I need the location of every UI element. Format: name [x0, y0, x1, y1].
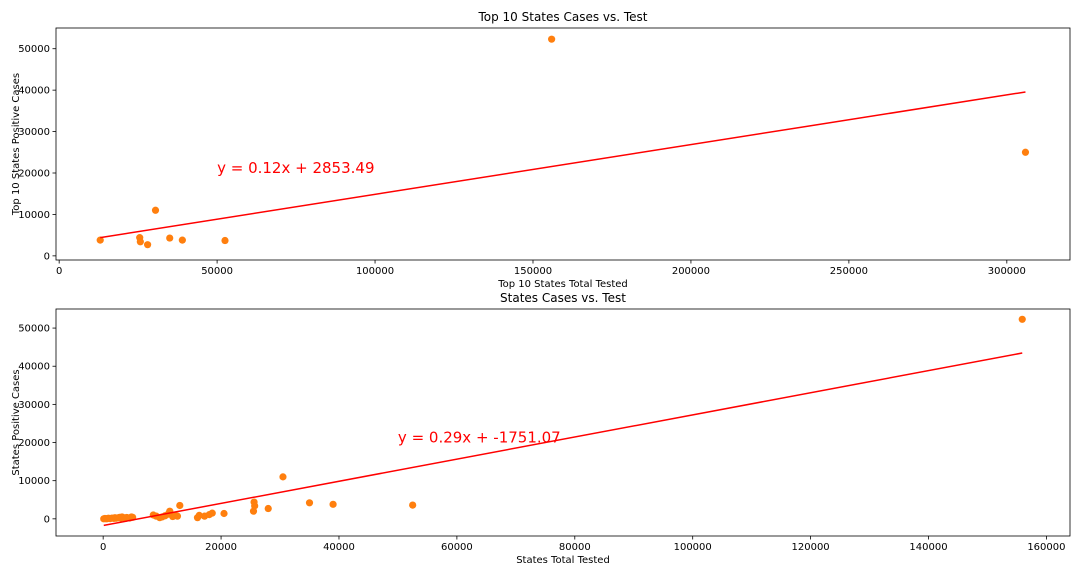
y-tick-label: 40000: [18, 362, 50, 373]
y-axis-label: States Positive Cases: [11, 369, 22, 475]
chart-title: Top 10 States Cases vs. Test: [477, 10, 647, 24]
x-axis-label: Top 10 States Total Tested: [497, 279, 628, 290]
y-tick-label: 10000: [18, 476, 50, 487]
x-tick-label: 20000: [205, 542, 237, 553]
x-tick-label: 100000: [674, 542, 712, 553]
y-tick-label: 50000: [18, 324, 50, 335]
y-tick-label: 50000: [18, 44, 50, 55]
scatter-point: [279, 473, 287, 481]
x-tick-label: 50000: [201, 266, 233, 277]
y-tick-label: 0: [44, 251, 50, 262]
y-tick-label: 20000: [18, 169, 50, 180]
x-tick-label: 300000: [988, 266, 1026, 277]
scatter-point: [178, 236, 186, 244]
x-axis-label: States Total Tested: [516, 555, 610, 566]
chart-title: States Cases vs. Test: [500, 291, 626, 305]
x-tick-label: 160000: [1027, 542, 1065, 553]
x-tick-label: 250000: [830, 266, 868, 277]
scatter-point: [166, 234, 174, 242]
y-tick-label: 30000: [18, 400, 50, 411]
scatter-point: [96, 236, 104, 244]
y-tick-label: 10000: [18, 210, 50, 221]
scatter-point: [221, 236, 229, 245]
scatter-point: [136, 238, 144, 246]
all-states-scatter-plot: States Cases vs. Test 0 20000 40000 60000 800…: [11, 291, 1071, 566]
y-tick-label: 0: [44, 514, 50, 525]
y-tick-label: 30000: [18, 127, 50, 138]
regression-line: [103, 352, 1023, 527]
regression-equation: y = 0.29x + -1751.07: [398, 429, 561, 447]
scatter-point: [176, 501, 184, 510]
x-tick-label: 100000: [356, 266, 394, 277]
x-tick-label: 80000: [559, 542, 591, 553]
scatter-point: [173, 512, 182, 520]
scatter-point: [144, 241, 152, 249]
scatter-point: [220, 509, 228, 518]
x-tick-label: 140000: [909, 542, 947, 553]
scatter-point: [264, 504, 272, 513]
scatter-point: [409, 501, 417, 509]
y-axis-label: Top 10 States Positive Cases: [11, 73, 22, 216]
scatter-point: [195, 511, 203, 519]
scatter-point: [251, 502, 259, 510]
scatter-point: [151, 206, 160, 214]
x-tick-label: 0: [100, 542, 106, 553]
x-tick-label: 120000: [792, 542, 830, 553]
x-tick-label: 150000: [514, 266, 552, 277]
scatter-point: [1021, 148, 1030, 156]
y-tick-label: 20000: [18, 438, 50, 449]
regression-equation: y = 0.12x + 2853.49: [217, 159, 374, 177]
scatter-point: [305, 499, 314, 507]
scatter-point: [208, 509, 216, 517]
x-tick-label: 40000: [323, 542, 355, 553]
x-tick-label: 0: [56, 266, 62, 277]
plot-frame: [55, 27, 1071, 261]
x-tick-label: 60000: [441, 542, 473, 553]
scatter-point: [548, 35, 556, 43]
y-tick-label: 40000: [18, 86, 50, 97]
plot-frame: [55, 308, 1071, 537]
scatter-point: [329, 500, 337, 508]
scatter-point: [1018, 315, 1026, 323]
x-tick-label: 200000: [672, 266, 710, 277]
regression-line: [100, 91, 1026, 239]
